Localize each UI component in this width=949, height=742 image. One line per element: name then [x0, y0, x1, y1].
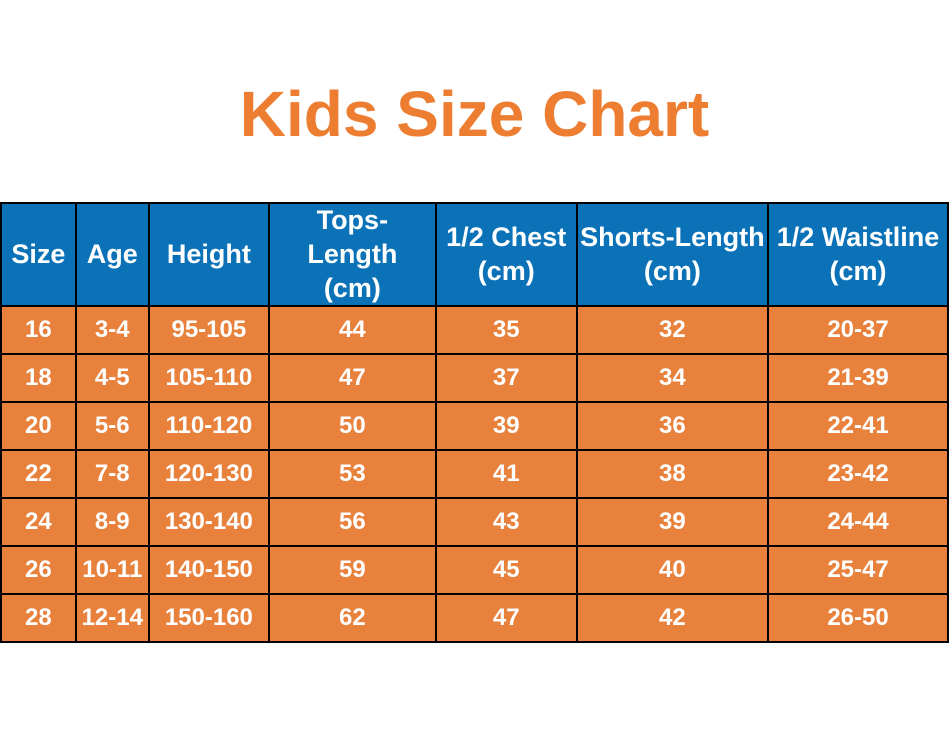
table-body: 16 3-4 95-105 44 35 32 20-37 18 4-5 105-110 47 37 34… [0, 305, 949, 644]
table-cell: 24 [0, 497, 77, 548]
table-cell: 36 [575, 401, 770, 452]
column-header: Age [74, 201, 150, 308]
table-cell: 62 [267, 593, 437, 644]
table-cell: 32 [575, 305, 770, 356]
table-cell: 12-14 [74, 593, 150, 644]
table-cell: 41 [434, 449, 578, 500]
page-title: Kids Size Chart [239, 78, 710, 150]
table-cell: 4-5 [74, 353, 150, 404]
column-header: Shorts-Length (cm) [575, 201, 770, 308]
table-cell: 20 [0, 401, 77, 452]
table-cell: 39 [575, 497, 770, 548]
header-row: Size Age Height Tops-Length (cm) 1/2 Chest (… [0, 201, 949, 308]
table-row: 18 4-5 105-110 47 37 34 21-39 [0, 353, 949, 404]
table-row: 28 12-14 150-160 62 47 42 26-50 [0, 593, 949, 644]
table-cell: 21-39 [767, 353, 949, 404]
table-cell: 38 [575, 449, 770, 500]
table-row: 24 8-9 130-140 56 43 39 24-44 [0, 497, 949, 548]
table-cell: 45 [434, 545, 578, 596]
table-cell: 28 [0, 593, 77, 644]
column-header: 1/2 Chest (cm) [434, 201, 578, 308]
column-header: Size [0, 201, 77, 308]
table-cell: 120-130 [147, 449, 270, 500]
table-cell: 42 [575, 593, 770, 644]
column-header: Tops-Length (cm) [267, 201, 437, 308]
table-row: 22 7-8 120-130 53 41 38 23-42 [0, 449, 949, 500]
table-cell: 95-105 [147, 305, 270, 356]
table-cell: 39 [434, 401, 578, 452]
table-header-row: Size Age Height Tops-Length (cm) 1/2 Chest (… [0, 201, 949, 308]
table-cell: 53 [267, 449, 437, 500]
table-cell: 22-41 [767, 401, 949, 452]
table-row: 26 10-11 140-150 59 45 40 25-47 [0, 545, 949, 596]
table-cell: 150-160 [147, 593, 270, 644]
table-cell: 26 [0, 545, 77, 596]
table-cell: 34 [575, 353, 770, 404]
table-row: 20 5-6 110-120 50 39 36 22-41 [0, 401, 949, 452]
table-cell: 25-47 [767, 545, 949, 596]
table-cell: 10-11 [74, 545, 150, 596]
table-cell: 40 [575, 545, 770, 596]
table-cell: 22 [0, 449, 77, 500]
table-cell: 7-8 [74, 449, 150, 500]
table-cell: 43 [434, 497, 578, 548]
table-cell: 140-150 [147, 545, 270, 596]
table-cell: 23-42 [767, 449, 949, 500]
table-row: 16 3-4 95-105 44 35 32 20-37 [0, 305, 949, 356]
table-cell: 37 [434, 353, 578, 404]
table-cell: 5-6 [74, 401, 150, 452]
table-cell: 47 [434, 593, 578, 644]
size-chart-table: Size Age Height Tops-Length (cm) 1/2 Chest (… [0, 201, 949, 644]
table-cell: 47 [267, 353, 437, 404]
table-cell: 59 [267, 545, 437, 596]
column-header: Height [147, 201, 270, 308]
table-cell: 56 [267, 497, 437, 548]
table-cell: 44 [267, 305, 437, 356]
table-cell: 35 [434, 305, 578, 356]
table-cell: 3-4 [74, 305, 150, 356]
table-cell: 105-110 [147, 353, 270, 404]
column-header: 1/2 Waistline (cm) [767, 201, 949, 308]
table-cell: 20-37 [767, 305, 949, 356]
table-cell: 26-50 [767, 593, 949, 644]
table-cell: 24-44 [767, 497, 949, 548]
table-cell: 110-120 [147, 401, 270, 452]
table-cell: 16 [0, 305, 77, 356]
table-cell: 8-9 [74, 497, 150, 548]
table-cell: 18 [0, 353, 77, 404]
table-cell: 130-140 [147, 497, 270, 548]
table-cell: 50 [267, 401, 437, 452]
